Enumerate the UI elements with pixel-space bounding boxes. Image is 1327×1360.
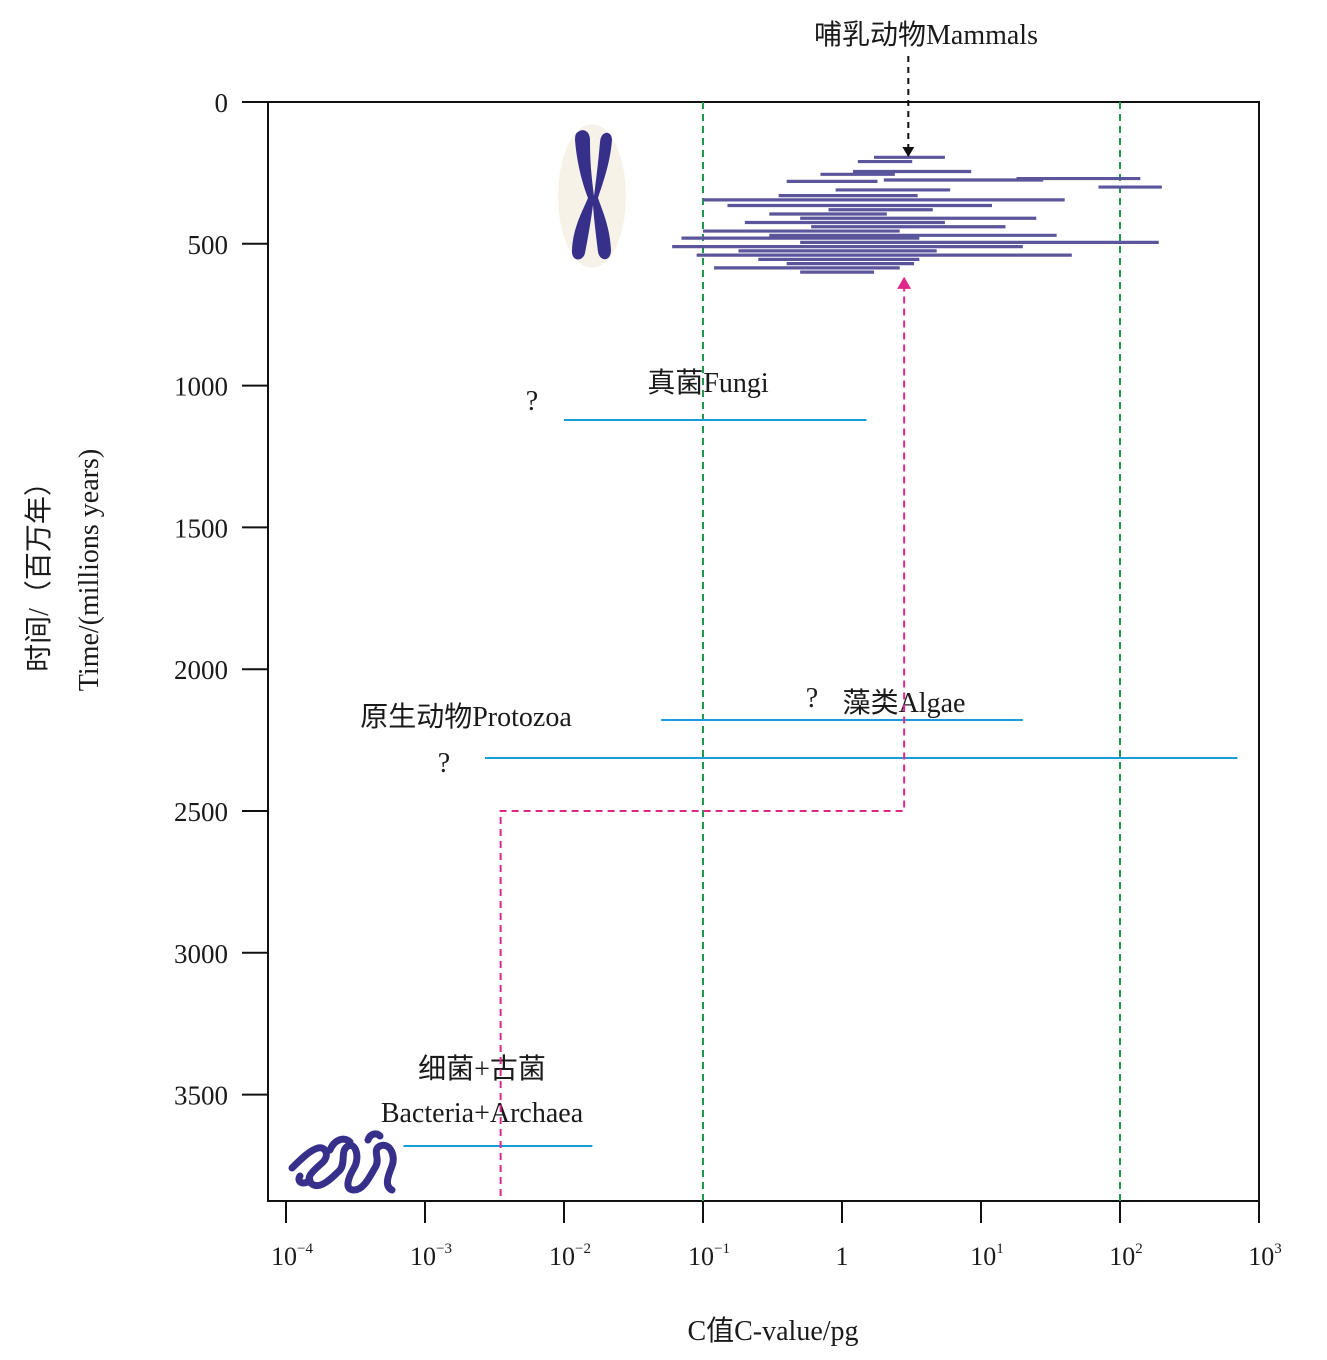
plot-frame	[267, 101, 1260, 1202]
x-tick-label: 101	[970, 1241, 1004, 1271]
y-tick-label: 500	[188, 230, 229, 260]
y-axis-title-en: Time/(millions years)	[74, 449, 105, 691]
y-tick-label: 2000	[174, 655, 228, 685]
y-tick-label: 1000	[174, 372, 228, 402]
y-tick-label: 1500	[174, 513, 228, 543]
chromosome-icon	[558, 124, 626, 268]
x-tick-label: 103	[1248, 1241, 1282, 1271]
y-tick-label: 2500	[174, 797, 228, 827]
bacteria-label-en: Bacteria+Archaea	[381, 1098, 584, 1129]
x-tick-label: 10−2	[549, 1241, 591, 1271]
mammals-label: 哺乳动物Mammals	[814, 19, 1038, 51]
x-tick-label: 10−4	[271, 1241, 313, 1271]
x-tick-label: 10−1	[688, 1241, 730, 1271]
evolution-path-arrow	[499, 276, 912, 1196]
x-tick-label: 10−3	[410, 1241, 452, 1271]
x-tick-label: 102	[1109, 1241, 1143, 1271]
bacteria-icon	[288, 1130, 397, 1194]
y-tick-label: 3500	[174, 1081, 228, 1111]
y-tick-label: 3000	[174, 939, 228, 969]
algae-label: 藻类Algae	[843, 687, 966, 719]
x-axis-title: C值C-value/pg	[687, 1315, 858, 1347]
y-tick-label: 0	[215, 88, 229, 118]
y-axis-title-cn: 时间/（百万年）	[23, 468, 55, 672]
algae-question-mark: ?	[806, 683, 818, 714]
chart-marks: 0 500 1000 1500 2000 2500 3000 3500 10−4 10−3 10−2…	[174, 19, 1282, 1271]
protozoa-question-mark: ?	[438, 748, 450, 779]
bacteria-label-cn: 细菌+古菌	[418, 1053, 546, 1085]
y-axis-title: 时间/（百万年） Time/(millions years)	[23, 449, 105, 691]
fungi-question-mark: ?	[526, 386, 538, 417]
protozoa-label: 原生动物Protozoa	[360, 701, 572, 733]
fungi-label: 真菌Fungi	[647, 367, 769, 399]
x-tick-label: 1	[836, 1242, 849, 1271]
